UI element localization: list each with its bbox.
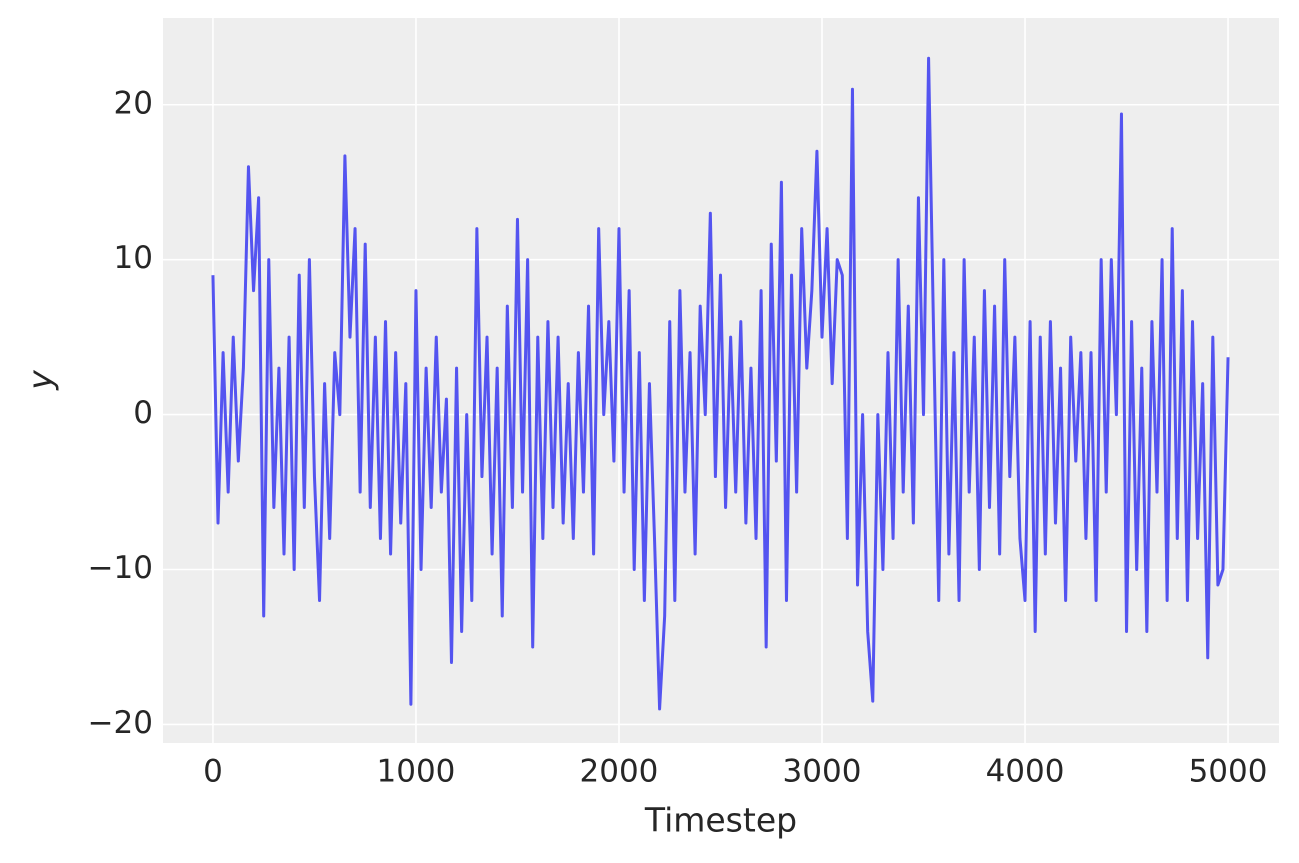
marks (211, 56, 1230, 711)
x-axis-label: Timestep (644, 801, 797, 840)
y-tick-label: −10 (88, 550, 153, 586)
y-tick-label: 0 (133, 395, 153, 431)
plot-area (163, 18, 1279, 743)
y-tick-label: −20 (88, 705, 153, 741)
x-tick-label: 0 (203, 754, 223, 790)
x-tick-label: 4000 (986, 754, 1065, 790)
data-line (211, 56, 1230, 711)
y-axis-label: y (21, 370, 60, 391)
x-tick-label: 1000 (377, 754, 456, 790)
x-tick-label: 2000 (580, 754, 659, 790)
x-tick-label: 3000 (783, 754, 862, 790)
y-tick-label: 20 (114, 85, 153, 121)
y-tick-label: 10 (114, 240, 153, 276)
x-tick-label: 5000 (1189, 754, 1268, 790)
